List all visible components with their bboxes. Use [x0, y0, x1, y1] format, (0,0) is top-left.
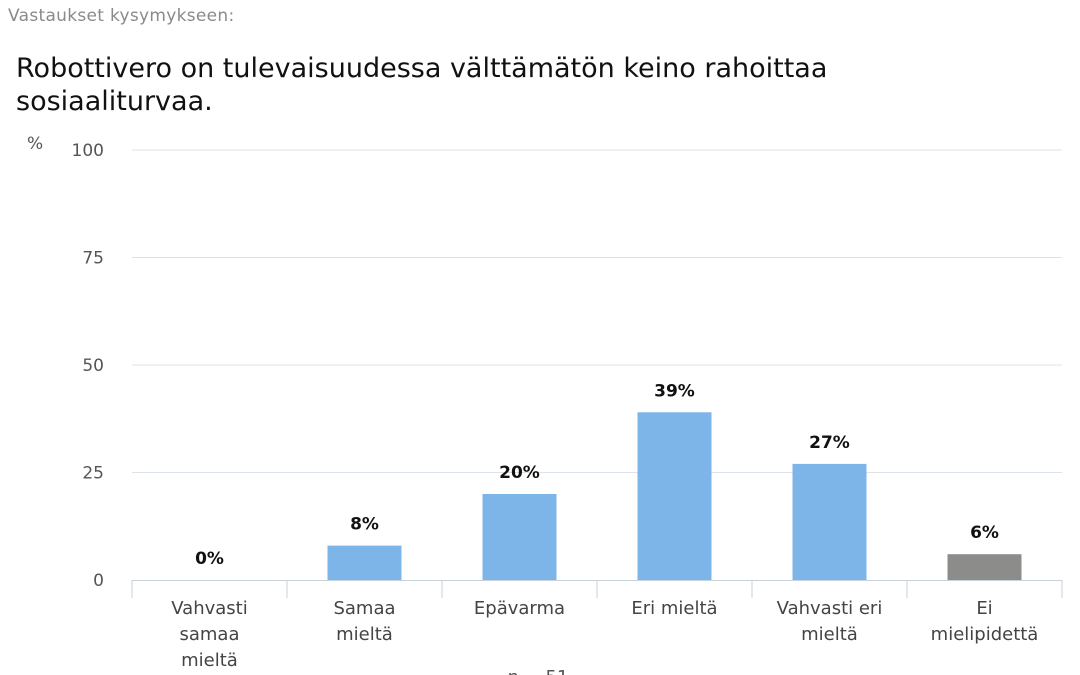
category-label: Epävarma	[474, 598, 565, 619]
category-label-line: mieltä	[801, 624, 858, 645]
y-tick-label: 100	[72, 141, 104, 161]
category-label-line: mieltä	[181, 650, 238, 671]
category-label-line: samaa	[179, 624, 239, 645]
bar	[637, 412, 712, 580]
bars	[327, 412, 1022, 580]
category-label: Vahvasti eri mieltä	[777, 598, 883, 645]
sample-size-label: n = 51	[508, 667, 569, 675]
bar	[482, 494, 557, 580]
y-tick-label: 50	[82, 356, 104, 376]
bar	[327, 545, 402, 580]
axes	[131, 580, 1063, 598]
category-label: Eri mieltä	[631, 598, 717, 619]
y-tick-label: 25	[82, 464, 104, 484]
data-label: 8%	[350, 515, 379, 535]
bar	[792, 463, 867, 580]
labels: 0 25 50 75 100% 0% Vahvasti samaa mieltä 8% Samaa m…	[27, 134, 1038, 675]
category-label-line: Vahvasti	[171, 598, 247, 619]
data-label: 27%	[809, 433, 850, 453]
category-label: Vahvasti samaa mieltä	[171, 598, 247, 671]
category-label-line: Ei	[976, 598, 992, 619]
y-tick-label: 0	[93, 571, 104, 591]
data-label: 39%	[654, 381, 695, 401]
data-label: 6%	[970, 523, 999, 543]
y-axis-unit-label: %	[27, 134, 43, 154]
header-label: Vastaukset kysymykseen:	[8, 6, 235, 26]
category-label-line: mielipidettä	[931, 624, 1039, 645]
category-label-line: mieltä	[336, 624, 393, 645]
question-title: Robottivero on tulevaisuudessa välttämät…	[16, 53, 828, 117]
gridlines	[132, 149, 1062, 473]
category-label-line: Epävarma	[474, 598, 565, 619]
data-label: 20%	[499, 463, 540, 483]
bar	[947, 554, 1022, 580]
category-label: Ei mielipidettä	[931, 598, 1039, 645]
category-label-line: Eri mieltä	[631, 598, 717, 619]
category-label-line: Samaa	[333, 598, 395, 619]
category-label-line: Vahvasti eri	[777, 598, 883, 619]
category-label: Samaa mieltä	[333, 598, 395, 645]
data-label: 0%	[195, 549, 224, 569]
y-tick-label: 75	[82, 249, 104, 269]
